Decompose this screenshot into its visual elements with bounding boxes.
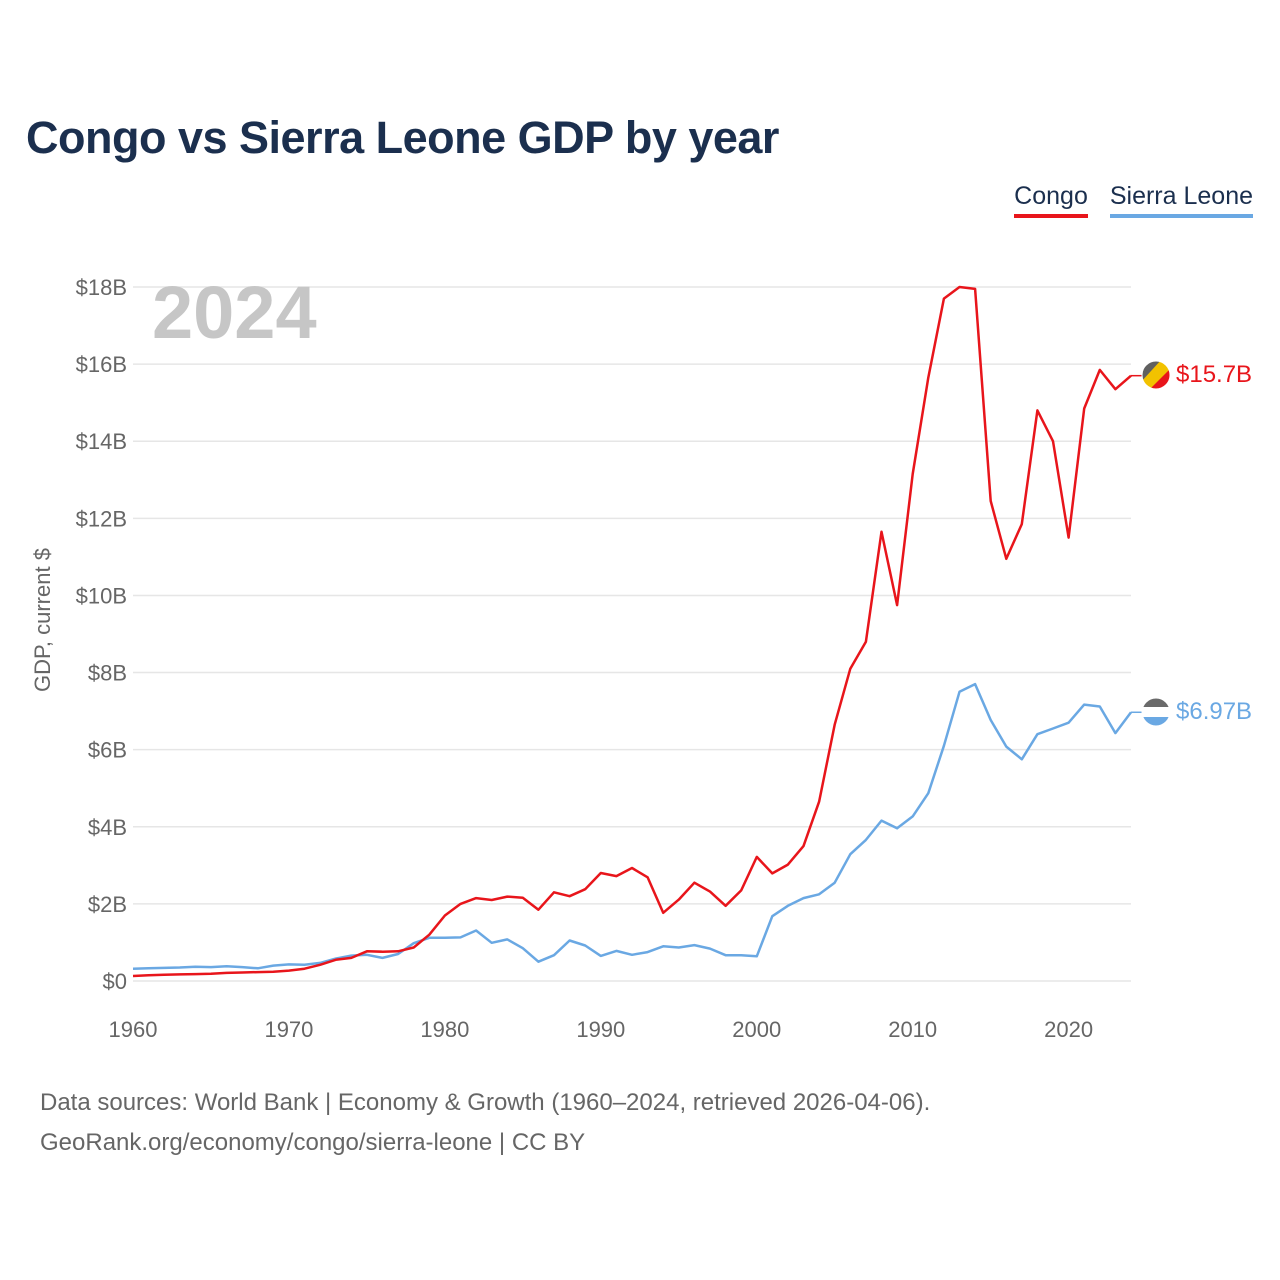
x-axis-ticks: 1960 1970 1980 1990 2000 2010 2020 xyxy=(109,1017,1094,1042)
y-tick-label: $10B xyxy=(76,583,127,608)
x-tick-label: 1970 xyxy=(264,1017,313,1042)
grid-lines xyxy=(133,286,1131,982)
series-line-sierra-leone[interactable] xyxy=(132,682,1133,970)
y-axis-title: GDP, current $ xyxy=(30,548,55,692)
legend-item-sierra-leone[interactable]: Sierra Leone xyxy=(1109,182,1253,218)
data-source-note: Data sources: World Bank | Economy & Gro… xyxy=(40,1089,931,1116)
year-label: 2024 xyxy=(152,271,317,354)
y-tick-label: $12B xyxy=(76,506,127,531)
source-link[interactable]: GeoRank.org/economy/congo/sierra-leone |… xyxy=(40,1129,586,1156)
x-tick-label: 2010 xyxy=(888,1017,937,1042)
x-tick-label: 1980 xyxy=(420,1017,469,1042)
y-tick-label: $8B xyxy=(88,661,127,686)
y-axis-ticks: $0 $2B $4B $6B $8B $10B $12B $14B $16B $18B xyxy=(76,275,127,994)
line-chart: $0$2B$4B$6B$8B$10B$12B$14B$16B$18B 1960 1… xyxy=(30,271,1252,1042)
legend-item-congo[interactable]: Congo xyxy=(1014,182,1088,218)
x-tick-label: 2000 xyxy=(732,1017,781,1042)
end-value-congo: $15.7B xyxy=(1176,361,1252,388)
y-tick-label: $16B xyxy=(76,352,127,377)
legend: Congo Sierra Leone xyxy=(1014,182,1253,218)
x-tick-label: 2020 xyxy=(1044,1017,1093,1042)
end-markers: $15.7B $6.97B xyxy=(1141,360,1252,727)
footer: Data sources: World Bank | Economy & Gro… xyxy=(40,1083,930,1163)
series-lines xyxy=(132,285,1142,978)
congo-flag-icon xyxy=(1142,361,1170,389)
series-line-congo[interactable] xyxy=(132,285,1132,978)
y-tick-label: $18B xyxy=(76,275,127,300)
y-tick-label: $0 xyxy=(103,969,127,994)
sierra-leone-flag-icon xyxy=(1142,698,1170,726)
y-tick-label: $14B xyxy=(76,429,127,454)
chart-title: Congo vs Sierra Leone GDP by year xyxy=(26,112,779,163)
x-tick-label: 1990 xyxy=(576,1017,625,1042)
x-tick-label: 1960 xyxy=(109,1017,158,1042)
y-tick-label: $4B xyxy=(88,815,127,840)
end-value-sierra-leone: $6.97B xyxy=(1176,698,1252,725)
y-tick-label: $6B xyxy=(88,738,127,763)
y-tick-label: $2B xyxy=(88,892,127,917)
